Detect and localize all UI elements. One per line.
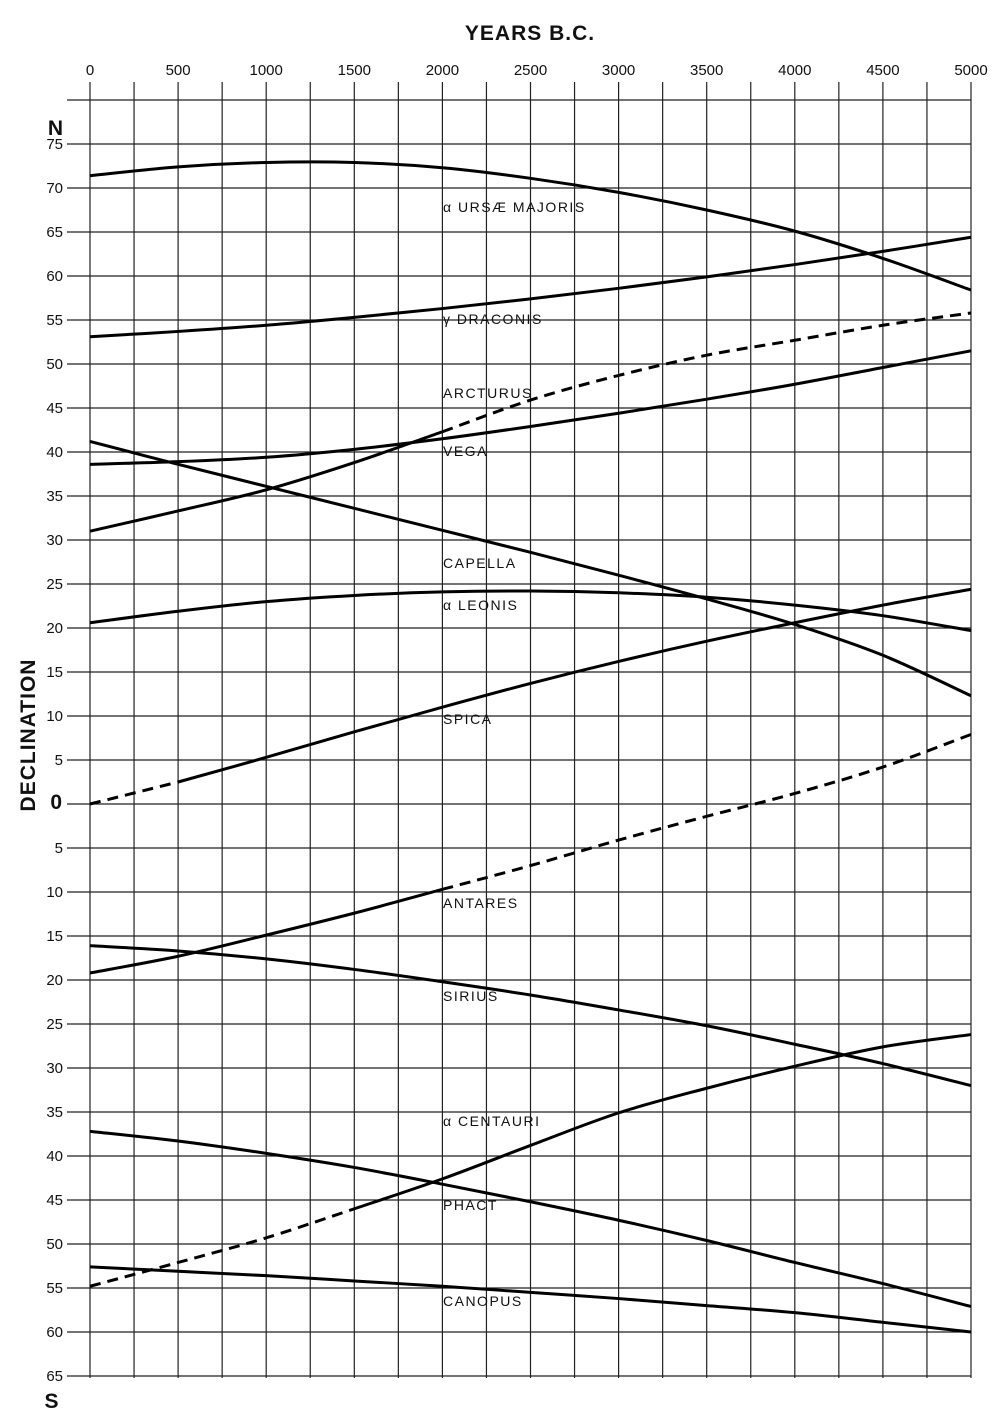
- series-label-phact: PHACT: [443, 1197, 498, 1213]
- y-tick-label: 55: [46, 312, 63, 329]
- series-line-arcturus: [89, 430, 443, 533]
- y-tick-label: 40: [46, 1148, 63, 1165]
- south-label: S: [44, 1390, 59, 1413]
- series-line-antares-dashed: [442, 733, 972, 891]
- y-tick-label: 5: [55, 752, 63, 769]
- y-tick-label: 45: [46, 400, 63, 417]
- tick-labels: 0 500 1000 1500 2000 2500 3000 3500 4000 4500 5000…: [46, 62, 987, 1385]
- y-tick-label: 15: [46, 664, 63, 681]
- x-tick-label: 3500: [690, 62, 723, 79]
- y-tick-label: 70: [46, 180, 63, 197]
- series-label-centauri: α CENTAURI: [443, 1113, 541, 1129]
- x-tick-label: 4500: [866, 62, 899, 79]
- series-line-sirius: [89, 944, 972, 1088]
- y-tick-label: 10: [46, 708, 63, 725]
- series-labels: α URSÆ MAJORIS γ DRACONIS ARCTURUS VEGA CAPE…: [443, 199, 586, 1309]
- y-tick-label: 5: [55, 840, 63, 857]
- series-label-vega: VEGA: [443, 443, 488, 459]
- series-line-draconis: [89, 235, 972, 339]
- y-tick-label: 45: [46, 1192, 63, 1209]
- y-tick-label: 50: [46, 356, 63, 373]
- series-label-leonis: α LEONIS: [443, 597, 518, 613]
- north-label: N: [48, 117, 64, 140]
- series-label-draconis: γ DRACONIS: [443, 311, 543, 327]
- series-line-centauri: [353, 1033, 972, 1211]
- series-line-centauri-dashed: [89, 1207, 355, 1288]
- series-line-vega: [89, 349, 972, 466]
- series-label-canopus: CANOPUS: [443, 1293, 523, 1309]
- x-tick-label: 500: [166, 62, 191, 79]
- y-tick-label: 30: [46, 532, 63, 549]
- x-tick-label: 5000: [954, 62, 987, 79]
- y-tick-label: 35: [46, 488, 63, 505]
- grid: [67, 82, 972, 1378]
- y-tick-label: 35: [46, 1104, 63, 1121]
- x-axis-title: YEARS B.C.: [465, 22, 595, 45]
- y-tick-label: 10: [46, 884, 63, 901]
- series-label-capella: CAPELLA: [443, 555, 517, 571]
- series-line-urs-majoris: [89, 160, 972, 292]
- x-tick-label: 1500: [338, 62, 371, 79]
- series-line-canopus: [89, 1265, 972, 1334]
- series-lines: [89, 160, 972, 1334]
- series-label-spica: SPICA: [443, 711, 493, 727]
- y-tick-label: 30: [46, 1060, 63, 1077]
- series-line-leonis: [89, 589, 972, 633]
- series-label-arcturus: ARCTURUS: [443, 385, 533, 401]
- y-tick-label: 0: [50, 791, 63, 814]
- x-tick-label: 0: [86, 62, 94, 79]
- series-line-phact: [89, 1129, 972, 1308]
- x-tick-label: 1000: [250, 62, 283, 79]
- series-line-arcturus-dashed: [441, 311, 972, 434]
- y-tick-label: 50: [46, 1236, 63, 1253]
- series-line-capella: [89, 439, 972, 698]
- series-line-spica-dashed: [89, 780, 179, 806]
- y-tick-label: 15: [46, 928, 63, 945]
- series-label-urs-majoris: α URSÆ MAJORIS: [443, 199, 586, 215]
- y-tick-label: 65: [46, 224, 63, 241]
- series-line-antares: [89, 887, 443, 975]
- x-tick-label: 2500: [514, 62, 547, 79]
- series-label-sirius: SIRIUS: [443, 988, 499, 1004]
- series-label-antares: ANTARES: [443, 895, 519, 911]
- x-tick-label: 4000: [778, 62, 811, 79]
- y-tick-label: 60: [46, 268, 63, 285]
- y-tick-label: 20: [46, 972, 63, 989]
- y-tick-label: 20: [46, 620, 63, 637]
- y-tick-label: 55: [46, 1280, 63, 1297]
- x-tick-label: 3000: [602, 62, 635, 79]
- y-axis-title: DECLINATION: [17, 659, 40, 812]
- y-tick-label: 75: [46, 136, 63, 153]
- y-tick-label: 40: [46, 444, 63, 461]
- y-tick-label: 65: [46, 1368, 63, 1385]
- y-tick-label: 25: [46, 576, 63, 593]
- y-tick-label: 60: [46, 1324, 63, 1341]
- series-line-spica: [177, 587, 972, 784]
- x-tick-label: 2000: [426, 62, 459, 79]
- y-tick-label: 25: [46, 1016, 63, 1033]
